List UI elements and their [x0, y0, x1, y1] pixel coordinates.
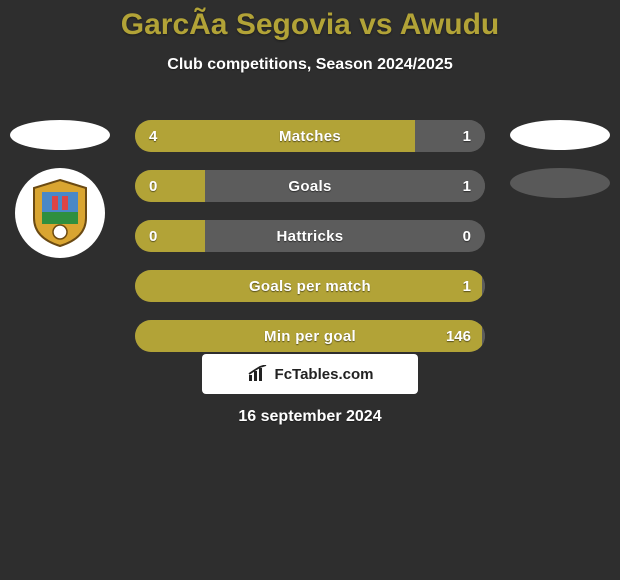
player1-logos — [10, 120, 110, 258]
stat-bar: 00Hattricks — [135, 220, 485, 252]
subtitle: Club competitions, Season 2024/2025 — [0, 56, 620, 74]
stat-bars: 41Matches 01Goals 00Hattricks 1Goals per ma… — [135, 120, 485, 352]
stat-bar: 01Goals — [135, 170, 485, 202]
date-label: 16 september 2024 — [0, 408, 620, 426]
page-title: GarcÃ­a Segovia vs Awudu — [0, 0, 620, 42]
stat-bar: 1Goals per match — [135, 270, 485, 302]
player1-country-icon — [10, 120, 110, 150]
comparison-card: GarcÃ­a Segovia vs Awudu Club competitio… — [0, 0, 620, 580]
player2-logos — [510, 120, 610, 198]
stat-label: Goals per match — [135, 270, 485, 302]
stat-label: Hattricks — [135, 220, 485, 252]
player1-club-crest — [15, 168, 105, 258]
player2-country-icon — [510, 120, 610, 150]
footer-site-label: FcTables.com — [275, 366, 374, 383]
shield-icon — [30, 178, 90, 248]
stat-label: Matches — [135, 120, 485, 152]
stat-bar: 41Matches — [135, 120, 485, 152]
stat-bar: 146Min per goal — [135, 320, 485, 352]
chart-icon — [247, 365, 269, 383]
stat-label: Min per goal — [135, 320, 485, 352]
stat-label: Goals — [135, 170, 485, 202]
footer-badge[interactable]: FcTables.com — [202, 354, 418, 394]
player2-club-icon — [510, 168, 610, 198]
